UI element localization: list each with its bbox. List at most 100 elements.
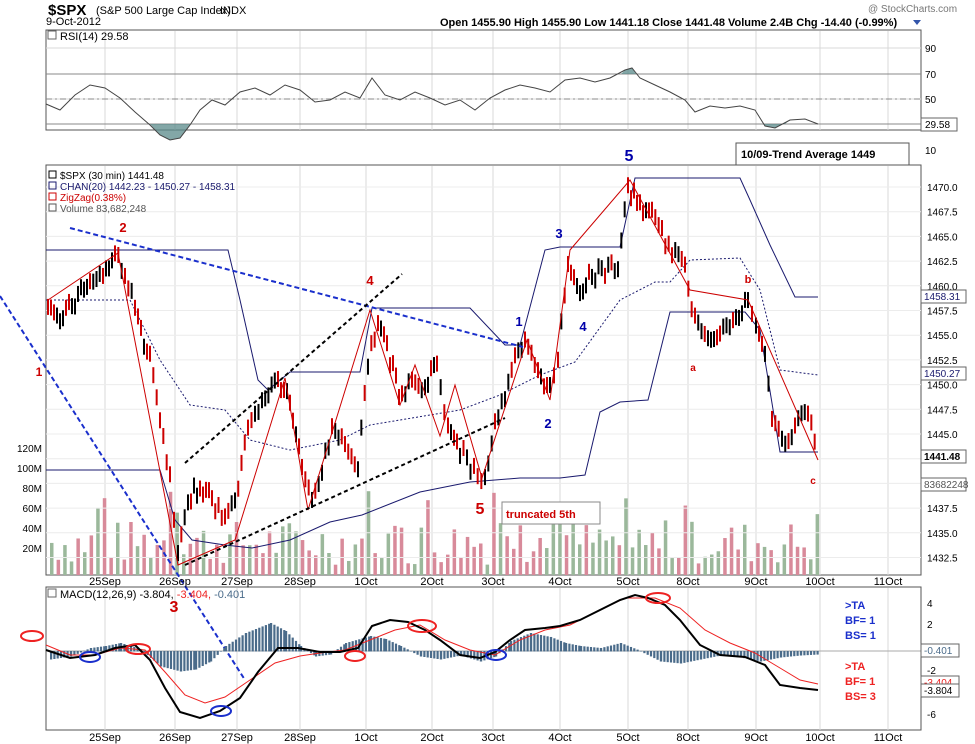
histogram-bar [453,651,456,657]
histogram-bar [391,642,394,652]
histogram-bar [676,651,679,664]
volume-bar [168,491,173,575]
volume-bar [380,558,384,575]
histogram-bar [105,646,108,652]
histogram-bar [689,651,693,662]
volume-bar [406,563,410,575]
price-bars [47,177,816,562]
volume-bar [630,547,635,575]
histogram-bar [593,647,596,652]
volume-bar [102,498,107,575]
price-value-label: 1458.31 [924,292,961,303]
x-axis-label: 11Oct [874,576,903,588]
volume-bar [531,551,536,575]
price-tick-label: 1450.0 [927,381,958,392]
histogram-bar [429,651,433,658]
histogram-bar [736,651,739,658]
histogram-bar [700,651,703,660]
histogram-bar [806,651,809,656]
histogram-bar [180,651,183,672]
histogram-bar [786,651,789,657]
histogram-bar [773,651,776,659]
histogram-bar [186,651,189,671]
watermark: @ StockCharts.com [868,4,957,15]
histogram-bar [603,647,606,652]
histogram-bar [646,651,649,655]
histogram-bar [733,651,736,657]
volume-bar [426,500,430,575]
histogram-bar [616,643,619,652]
price-content: 1470.01467.51465.01462.51460.01457.51455… [0,148,969,681]
histogram-bar [640,651,643,652]
rsi-content: RSI(14) 29.58 9070503010 29.58 [45,30,958,157]
volume-bar [597,529,602,575]
histogram-bar [163,651,166,668]
x-axis-label: 2Oct [420,732,443,744]
volume-bar [69,561,74,575]
volume-bar [756,543,760,575]
histogram-bar [809,651,813,655]
symbol-name: (S&P 500 Large Cap Index) [96,5,231,17]
volume-bar [281,526,285,575]
volume-bar [815,514,820,575]
volume-bar [591,542,595,575]
histogram-bar [546,636,549,652]
histogram-bar [173,651,176,670]
macd-note-red: >TA [845,661,865,673]
histogram-bar [589,646,593,652]
wave-label: 2 [544,416,551,431]
volume-bar [749,561,754,575]
price-tick-label: 1460.0 [927,282,958,293]
histogram-bar [285,631,288,652]
histogram-bar [480,651,483,662]
histogram-bar [264,625,267,652]
volume-bar [677,557,681,575]
rsi-panel [45,29,922,131]
price-value-label: 1450.27 [924,369,961,380]
volume-bar [89,535,94,575]
volume-bar [142,534,146,575]
volume-bar [347,560,351,575]
histogram-bar [291,637,294,652]
histogram-bar [663,651,666,662]
histogram-bar [703,651,706,659]
volume-bar [413,564,417,575]
price-value-box [920,366,967,381]
volume-bar [703,556,707,575]
histogram-bar [213,651,216,659]
histogram-bar [623,644,626,652]
price-value-boxes: 1458.31 1450.27 1441.48 83682248 [920,289,969,492]
macd-note-blue: >TA [845,600,865,612]
volume-bar [373,553,377,575]
volume-bar [274,552,278,575]
chevron-down-icon[interactable] [913,20,921,25]
volume-bar [267,531,272,575]
histogram-bar [543,635,546,652]
volume-bar [386,533,391,575]
histogram-bar [620,643,623,652]
histogram-bar [216,651,219,655]
histogram-bar [108,645,111,652]
x-axis-label: 8Oct [676,576,699,588]
histogram-bar [793,651,796,657]
rsi-oversold-fill-2 [763,120,790,128]
histogram-bar [279,628,283,652]
histogram-bar [495,651,498,657]
volume-bar [241,545,245,575]
volume-bar [76,538,80,575]
histogram-bar [189,651,193,671]
rsi-value-box [920,117,958,132]
rsi-tick-label: 70 [925,70,937,81]
histogram-bar [339,646,343,652]
histogram-bar [696,651,699,661]
chart-date: 9-Oct-2012 [46,16,101,28]
quote-line: Open 1455.90 High 1455.90 Low 1441.18 Cl… [440,17,897,29]
histogram-bar [143,651,146,653]
macd-note-blue: BF= 1 [845,615,875,627]
histogram-bar [516,638,519,652]
volume-bar [485,564,490,575]
highlight-ellipse [645,592,671,604]
histogram-bar [409,650,413,652]
volume-tick-label: 60M [23,504,42,515]
x-axis-label: 26Sep [159,732,191,744]
